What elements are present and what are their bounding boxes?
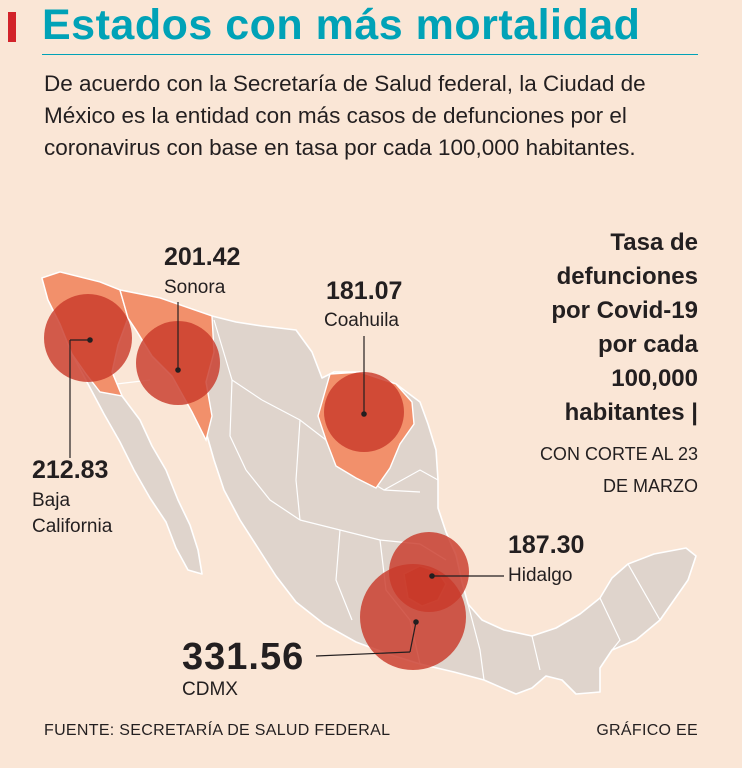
hidalgo-label: Hidalgo [508,565,573,586]
legend-block: Tasa de defunciones por Covid-19 por cad… [458,226,698,502]
legend-heading-line: por Covid-19 [551,297,698,324]
legend-subtitle-line2: DE MARZO [602,476,698,496]
page-title: Estados con más mortalidad [42,1,641,49]
title-divider [42,54,698,55]
legend-subtitle-line1: CON CORTE AL 23 [539,444,698,464]
sonora-value: 201.42 [164,243,241,271]
coahuila-value: 181.07 [326,277,403,305]
legend-subtitle: CON CORTE AL 23 DE MARZO [458,438,698,502]
baja-california-value: 212.83 [32,456,109,484]
baja-california-label: Baja California [32,488,112,540]
bubble-cdmx [360,564,466,670]
hidalgo-value: 187.30 [508,531,585,559]
baja-california-label-line1: Baja [32,490,71,511]
sonora-label: Sonora [164,277,226,298]
legend-heading-line: habitantes | [564,399,698,426]
cdmx-value: 331.56 [182,636,305,678]
legend-heading-line: defunciones [556,263,698,290]
legend-heading-line: Tasa de [610,229,698,256]
bubble-baja-california [44,294,132,382]
coahuila-label: Coahuila [324,310,399,331]
legend-heading-line: por cada [597,331,698,358]
graphic-credit: GRÁFICO EE [596,722,698,739]
intro-text: De acuerdo con la Secretaría de Salud fe… [44,71,646,160]
source-credit: FUENTE: SECRETARÍA DE SALUD FEDERAL [44,722,391,739]
cdmx-label: CDMX [182,679,238,700]
baja-california-label-line2: California [32,516,113,537]
leader-lines [69,302,504,657]
title-accent-bar [8,12,16,42]
legend-heading-line: 100,000 [611,365,698,392]
